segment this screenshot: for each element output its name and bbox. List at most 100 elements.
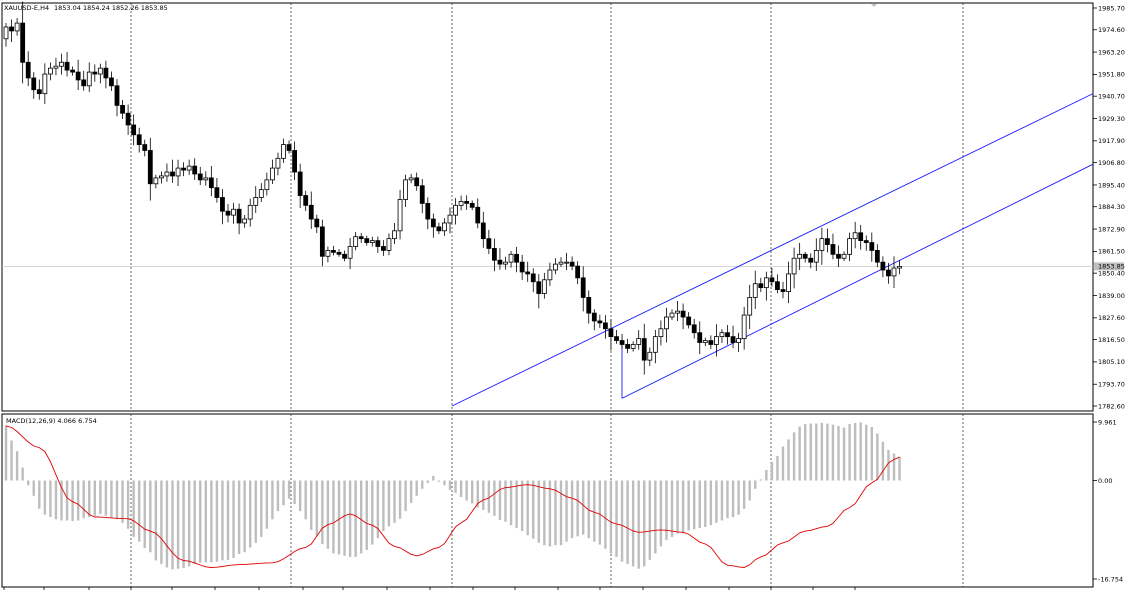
candle[interactable] <box>747 284 753 330</box>
candle[interactable] <box>408 173 414 184</box>
candle[interactable] <box>42 63 48 104</box>
candle[interactable] <box>630 341 636 352</box>
candle[interactable] <box>292 141 298 180</box>
candle[interactable] <box>619 333 625 349</box>
candle[interactable] <box>347 237 353 270</box>
candle[interactable] <box>231 202 236 224</box>
candle[interactable] <box>297 163 303 209</box>
candle[interactable] <box>48 62 53 81</box>
candle[interactable] <box>281 138 286 163</box>
candle[interactable] <box>9 19 14 43</box>
candle[interactable] <box>103 60 109 89</box>
candle[interactable] <box>641 323 647 375</box>
candle[interactable] <box>869 232 875 262</box>
shift-marker-icon[interactable] <box>871 4 877 7</box>
candle[interactable] <box>419 179 425 214</box>
candle[interactable] <box>553 258 558 275</box>
candle[interactable] <box>192 158 198 180</box>
candle[interactable] <box>508 250 514 268</box>
candle[interactable] <box>797 242 803 270</box>
candle[interactable] <box>147 137 153 201</box>
candle[interactable] <box>525 261 531 282</box>
candle[interactable] <box>669 309 675 321</box>
candle[interactable] <box>680 303 686 330</box>
candle[interactable] <box>275 152 281 176</box>
candle[interactable] <box>664 307 669 343</box>
candle[interactable] <box>458 195 464 211</box>
candle[interactable] <box>714 324 719 357</box>
candle[interactable] <box>497 248 503 270</box>
candle[interactable] <box>503 256 508 270</box>
candle[interactable] <box>780 281 786 299</box>
candle[interactable] <box>380 240 386 256</box>
candle[interactable] <box>591 309 597 331</box>
candle[interactable] <box>469 200 475 211</box>
candle[interactable] <box>858 224 864 250</box>
candle[interactable] <box>158 171 164 184</box>
candle[interactable] <box>314 214 320 234</box>
candle[interactable] <box>303 190 309 212</box>
candle[interactable] <box>319 219 325 267</box>
candle[interactable] <box>236 203 242 235</box>
candle[interactable] <box>258 183 264 202</box>
candle[interactable] <box>203 171 209 186</box>
candle[interactable] <box>819 227 825 265</box>
candle[interactable] <box>874 244 880 268</box>
candle[interactable] <box>725 325 730 345</box>
candle[interactable] <box>358 232 364 243</box>
candle[interactable] <box>836 245 841 268</box>
candle[interactable] <box>269 159 275 184</box>
candle[interactable] <box>131 114 137 146</box>
candle[interactable] <box>59 53 64 75</box>
candle[interactable] <box>852 221 858 249</box>
candle[interactable] <box>170 159 175 183</box>
candle[interactable] <box>447 207 453 234</box>
candle[interactable] <box>880 256 886 278</box>
candle[interactable] <box>702 337 708 347</box>
candle[interactable] <box>214 178 220 203</box>
candle[interactable] <box>730 325 736 349</box>
candle[interactable] <box>475 198 481 229</box>
candle[interactable] <box>758 277 764 293</box>
candle[interactable] <box>847 232 852 262</box>
candle[interactable] <box>442 218 447 236</box>
candle[interactable] <box>791 247 797 289</box>
candle[interactable] <box>342 250 347 262</box>
candle[interactable] <box>752 270 758 309</box>
candle[interactable] <box>686 312 692 329</box>
candle[interactable] <box>841 251 847 261</box>
price-panel[interactable]: 1985.70 1974.60 1963.20 1951.80 1940.70 1929.… <box>0 0 1125 412</box>
candle[interactable] <box>364 235 370 246</box>
candle[interactable] <box>519 254 525 280</box>
candle[interactable] <box>786 261 791 304</box>
candle[interactable] <box>142 139 148 157</box>
candle[interactable] <box>369 236 375 247</box>
candle[interactable] <box>97 63 103 84</box>
candle[interactable] <box>136 127 142 153</box>
candle[interactable] <box>353 232 359 251</box>
candle[interactable] <box>75 59 81 91</box>
candle[interactable] <box>264 172 270 196</box>
candle[interactable] <box>775 274 780 294</box>
channel-line-0[interactable] <box>451 93 1094 407</box>
candle[interactable] <box>403 174 409 208</box>
candle[interactable] <box>242 214 248 228</box>
candle[interactable] <box>392 223 397 245</box>
candle[interactable] <box>70 66 75 76</box>
candle[interactable] <box>14 17 20 36</box>
candle[interactable] <box>491 238 497 272</box>
candle[interactable] <box>691 318 697 339</box>
candle[interactable] <box>614 330 619 344</box>
candle[interactable] <box>708 335 714 350</box>
candle[interactable] <box>486 229 492 255</box>
candle[interactable] <box>586 290 592 324</box>
candle[interactable] <box>36 79 42 100</box>
candle[interactable] <box>81 70 87 91</box>
candle[interactable] <box>464 195 470 210</box>
candle[interactable] <box>430 213 436 238</box>
candle[interactable] <box>181 162 187 177</box>
candle[interactable] <box>658 320 664 346</box>
candle[interactable] <box>109 71 114 92</box>
candle[interactable] <box>336 249 342 257</box>
